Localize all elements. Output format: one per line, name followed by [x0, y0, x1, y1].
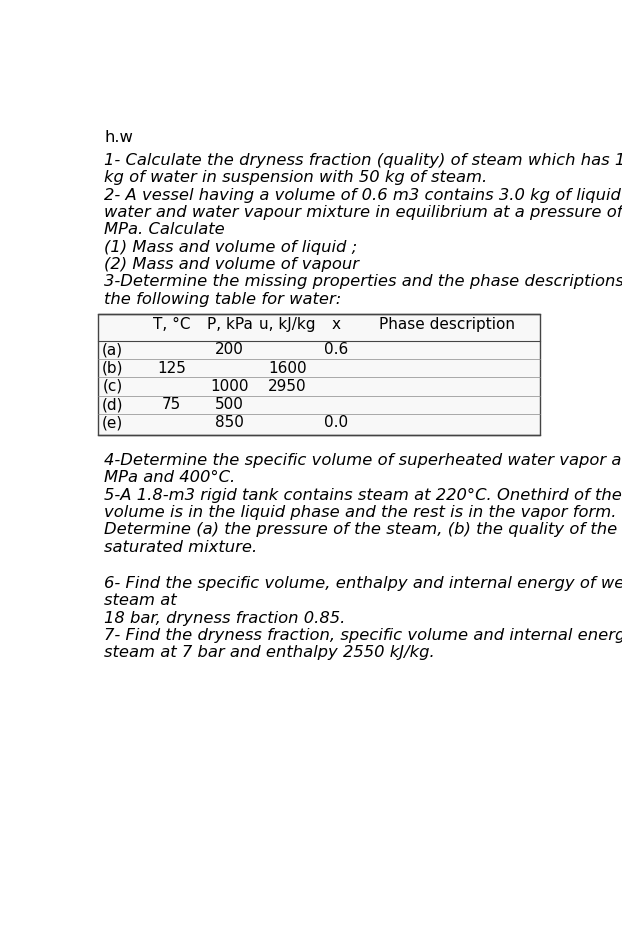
Text: (2) Mass and volume of vapour: (2) Mass and volume of vapour	[104, 257, 360, 272]
Text: 850: 850	[215, 415, 244, 430]
Text: u, kJ/kg: u, kJ/kg	[259, 317, 316, 332]
Text: water and water vapour mixture in equilibrium at a pressure of 0.5: water and water vapour mixture in equili…	[104, 205, 622, 220]
Text: MPa. Calculate: MPa. Calculate	[104, 222, 225, 237]
Text: (c): (c)	[103, 378, 123, 394]
Text: 4-Determine the specific volume of superheated water vapor at 10: 4-Determine the specific volume of super…	[104, 453, 622, 468]
Text: 18 bar, dryness fraction 0.85.: 18 bar, dryness fraction 0.85.	[104, 610, 346, 625]
Text: 0.6: 0.6	[323, 342, 348, 358]
Text: 0.0: 0.0	[323, 415, 348, 430]
Text: 1600: 1600	[268, 360, 307, 376]
Text: Determine (a) the pressure of the steam, (b) the quality of the: Determine (a) the pressure of the steam,…	[104, 522, 618, 537]
Text: 6- Find the specific volume, enthalpy and internal energy of wet: 6- Find the specific volume, enthalpy an…	[104, 576, 622, 591]
Text: (a): (a)	[102, 342, 123, 358]
Text: (d): (d)	[102, 397, 123, 412]
Text: Phase description: Phase description	[379, 317, 514, 332]
Text: steam at: steam at	[104, 593, 177, 608]
Text: steam at 7 bar and enthalpy 2550 kJ/kg.: steam at 7 bar and enthalpy 2550 kJ/kg.	[104, 645, 435, 660]
Text: (b): (b)	[102, 360, 123, 376]
Text: MPa and 400°C.: MPa and 400°C.	[104, 470, 236, 485]
Text: T, °C: T, °C	[153, 317, 190, 332]
Text: 75: 75	[162, 397, 182, 412]
Text: 1- Calculate the dryness fraction (quality) of steam which has 1.5: 1- Calculate the dryness fraction (quali…	[104, 153, 622, 168]
Text: P, kPa: P, kPa	[207, 317, 253, 332]
Text: kg of water in suspension with 50 kg of steam.: kg of water in suspension with 50 kg of …	[104, 170, 488, 185]
Text: 5-A 1.8-m3 rigid tank contains steam at 220°C. Onethird of the: 5-A 1.8-m3 rigid tank contains steam at …	[104, 487, 622, 502]
Text: 1000: 1000	[210, 378, 249, 394]
Text: saturated mixture.: saturated mixture.	[104, 539, 258, 554]
Text: 2950: 2950	[268, 378, 307, 394]
Bar	[98, 314, 539, 434]
Text: h.w: h.w	[104, 130, 133, 145]
Text: the following table for water:: the following table for water:	[104, 291, 341, 307]
Text: 2- A vessel having a volume of 0.6 m3 contains 3.0 kg of liquid: 2- A vessel having a volume of 0.6 m3 co…	[104, 187, 621, 202]
Text: 7- Find the dryness fraction, specific volume and internal energy of: 7- Find the dryness fraction, specific v…	[104, 628, 622, 643]
Text: 200: 200	[215, 342, 244, 358]
Text: 500: 500	[215, 397, 244, 412]
Text: (e): (e)	[102, 415, 123, 430]
Text: x: x	[331, 317, 340, 332]
Text: 3-Determine the missing properties and the phase descriptions in: 3-Determine the missing properties and t…	[104, 274, 622, 289]
Text: volume is in the liquid phase and the rest is in the vapor form.: volume is in the liquid phase and the re…	[104, 505, 617, 520]
Text: 125: 125	[157, 360, 186, 376]
Text: (1) Mass and volume of liquid ;: (1) Mass and volume of liquid ;	[104, 239, 358, 254]
